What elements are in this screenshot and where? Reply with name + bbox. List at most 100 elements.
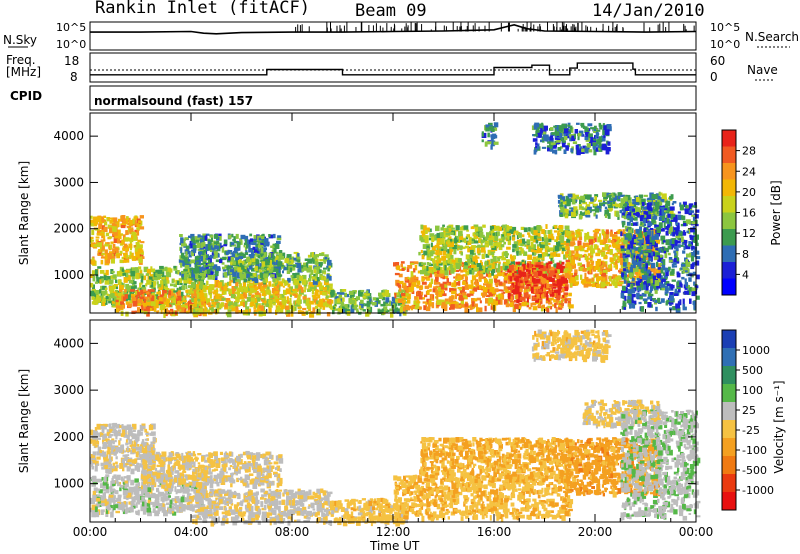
power-cell — [234, 286, 238, 290]
power-cell — [185, 285, 188, 289]
power-cell — [134, 297, 137, 304]
power-cell — [364, 292, 367, 297]
power-cell — [104, 280, 109, 285]
power-cell — [554, 245, 560, 252]
power-cell — [131, 231, 136, 235]
power-cell — [184, 301, 187, 304]
power-cell — [388, 300, 392, 307]
power-cell — [201, 242, 206, 247]
power-cell — [322, 291, 327, 296]
power-cell — [307, 289, 311, 292]
power-cell — [134, 246, 140, 253]
power-cell — [259, 263, 264, 268]
power-cell — [270, 245, 275, 248]
power-cell — [478, 278, 482, 282]
power-cell — [184, 237, 189, 240]
power-cell — [256, 253, 261, 258]
power-cell — [200, 295, 205, 299]
power-cell — [105, 260, 111, 264]
power-cell — [394, 272, 400, 276]
power-cell — [234, 291, 238, 295]
power-cell — [454, 304, 459, 309]
power-cell — [541, 229, 545, 234]
power-cell — [253, 282, 258, 285]
power-cell — [129, 228, 134, 234]
power-cell — [251, 238, 256, 241]
power-cell — [137, 239, 141, 243]
power-cell — [212, 274, 215, 280]
power-cell — [260, 266, 265, 269]
power-cell — [470, 279, 474, 284]
power-cell — [297, 253, 300, 257]
power-cell — [113, 218, 118, 223]
power-cell — [529, 276, 532, 283]
power-cell — [552, 286, 557, 289]
power-cell — [501, 257, 507, 261]
power-cell — [90, 239, 93, 243]
power-cell — [318, 262, 323, 266]
power-cell — [570, 241, 576, 246]
power-cell — [119, 285, 124, 291]
power-cell — [246, 297, 252, 302]
power-cell — [239, 283, 242, 288]
power-cell — [143, 292, 146, 296]
power-cell — [611, 240, 615, 244]
power-cell — [436, 282, 441, 285]
power-cell — [606, 252, 610, 255]
power-cell — [115, 279, 118, 284]
power-cell — [519, 239, 522, 243]
power-cell — [292, 273, 297, 278]
power-cell — [276, 308, 280, 312]
cpid-label: CPID — [10, 89, 43, 103]
power-cell — [260, 242, 265, 247]
power-cell — [505, 303, 510, 308]
power-cell — [94, 269, 98, 275]
power-cell — [439, 271, 444, 278]
power-cell — [459, 294, 463, 301]
nsearch-tick-low: 10^0 — [710, 38, 741, 51]
power-cell — [101, 245, 105, 251]
power-cell — [304, 258, 309, 261]
power-cell — [279, 294, 282, 298]
power-cell — [521, 259, 524, 263]
power-cell — [236, 304, 241, 307]
power-cell — [180, 291, 184, 298]
power-cell — [101, 254, 104, 257]
power-cell — [469, 290, 475, 294]
power-cell — [325, 278, 329, 283]
power-cell — [277, 274, 282, 277]
power-cell — [211, 236, 213, 243]
power-cell — [319, 285, 324, 290]
power-cell — [647, 200, 652, 203]
power-cell — [464, 245, 469, 249]
power-cell — [110, 241, 114, 244]
power-cell — [395, 299, 400, 303]
power-cell — [91, 257, 94, 261]
power-cell — [469, 304, 472, 311]
power-cell — [402, 310, 405, 313]
power-cell — [440, 250, 443, 256]
power-cell — [257, 244, 262, 249]
power-cell — [375, 297, 379, 304]
power-cell — [464, 240, 467, 244]
power-cell — [553, 230, 558, 233]
power-cell — [235, 308, 239, 314]
power-cell — [297, 298, 301, 305]
power-cell — [324, 255, 328, 260]
power-cell — [124, 243, 128, 249]
power-cell — [139, 215, 144, 219]
power-cell — [229, 252, 234, 255]
power-cell — [143, 289, 147, 292]
power-cell — [97, 242, 102, 248]
power-cell — [208, 241, 211, 244]
power-cell — [105, 232, 110, 237]
power-cell — [113, 230, 118, 236]
power-cell — [254, 247, 259, 253]
power-cell — [190, 249, 195, 253]
power-cell — [461, 292, 467, 296]
power-cell — [176, 295, 182, 301]
power-cell — [499, 293, 503, 299]
power-cell — [269, 252, 274, 258]
power-cell — [223, 285, 228, 291]
power-cell — [140, 305, 144, 308]
